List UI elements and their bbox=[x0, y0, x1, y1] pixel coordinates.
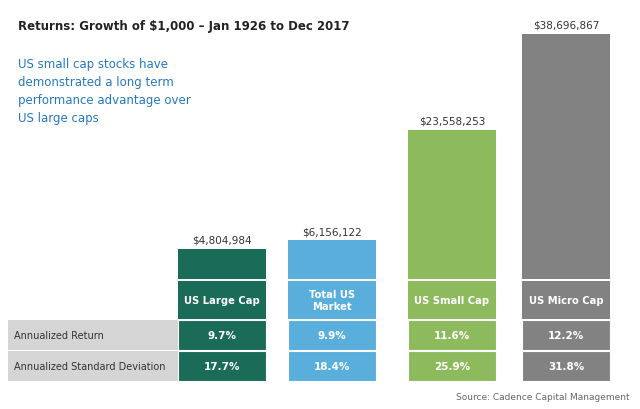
Text: US Large Cap: US Large Cap bbox=[184, 295, 260, 305]
Text: $6,156,122: $6,156,122 bbox=[302, 227, 362, 236]
Bar bbox=[8, 320, 178, 350]
Text: 9.7%: 9.7% bbox=[207, 330, 237, 340]
Bar bbox=[288, 240, 376, 279]
Bar bbox=[178, 351, 266, 381]
Text: 9.9%: 9.9% bbox=[317, 330, 346, 340]
Text: 18.4%: 18.4% bbox=[314, 361, 350, 371]
Text: $38,696,867: $38,696,867 bbox=[533, 21, 599, 31]
Text: 31.8%: 31.8% bbox=[548, 361, 584, 371]
Text: Total US
Market: Total US Market bbox=[309, 289, 355, 311]
Text: Annualized Standard Deviation: Annualized Standard Deviation bbox=[14, 361, 166, 371]
Text: 12.2%: 12.2% bbox=[548, 330, 584, 340]
Bar bbox=[522, 320, 610, 350]
Bar bbox=[178, 320, 266, 350]
Text: US small cap stocks have
demonstrated a long term
performance advantage over
US : US small cap stocks have demonstrated a … bbox=[18, 58, 191, 125]
Bar bbox=[408, 320, 496, 350]
Bar bbox=[408, 281, 496, 319]
Bar bbox=[408, 351, 496, 381]
Text: $4,804,984: $4,804,984 bbox=[192, 235, 252, 245]
Bar bbox=[288, 281, 376, 319]
Text: Source: Cadence Capital Management: Source: Cadence Capital Management bbox=[456, 392, 630, 401]
Text: Annualized Return: Annualized Return bbox=[14, 330, 104, 340]
Bar bbox=[178, 281, 266, 319]
Text: Returns: Growth of $1,000 – Jan 1926 to Dec 2017: Returns: Growth of $1,000 – Jan 1926 to … bbox=[18, 20, 349, 33]
Bar bbox=[8, 351, 178, 381]
Text: 11.6%: 11.6% bbox=[434, 330, 470, 340]
Bar bbox=[522, 351, 610, 381]
Bar bbox=[522, 281, 610, 319]
Text: 25.9%: 25.9% bbox=[434, 361, 470, 371]
Text: US Micro Cap: US Micro Cap bbox=[529, 295, 604, 305]
Bar bbox=[288, 320, 376, 350]
Bar bbox=[408, 130, 496, 279]
Text: US Small Cap: US Small Cap bbox=[415, 295, 490, 305]
Text: $23,558,253: $23,558,253 bbox=[419, 117, 485, 126]
Text: 17.7%: 17.7% bbox=[204, 361, 240, 371]
Bar bbox=[288, 351, 376, 381]
Bar bbox=[522, 35, 610, 279]
Bar bbox=[178, 249, 266, 279]
